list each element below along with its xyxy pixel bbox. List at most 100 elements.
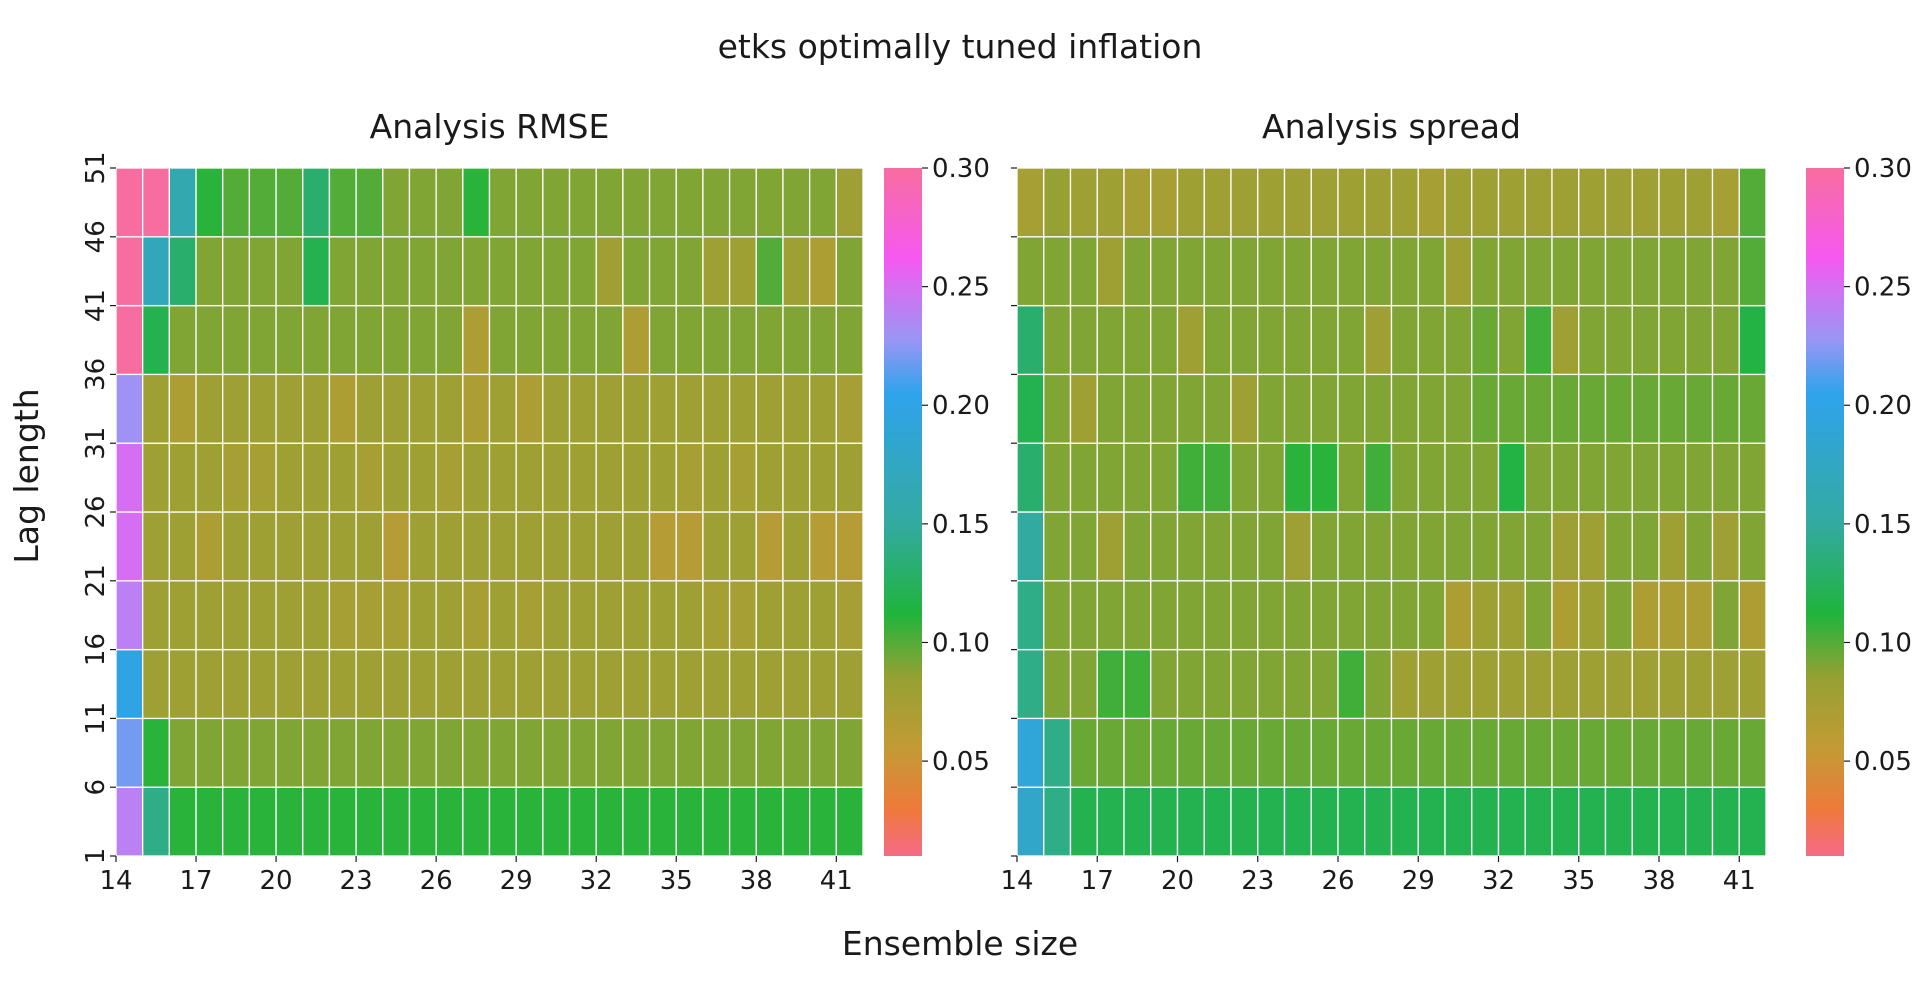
heatmap-cell: [248, 373, 277, 444]
heatmap-cell: [595, 580, 624, 651]
heatmap-cell: [1578, 373, 1607, 444]
heatmap-cell: [195, 167, 224, 238]
heatmap-cell: [1604, 511, 1633, 582]
heatmap-cell: [728, 717, 757, 788]
heatmap-cell: [835, 786, 864, 857]
heatmap-cell: [248, 786, 277, 857]
heatmap-cell: [1444, 167, 1473, 238]
heatmap-cell: [1390, 304, 1419, 376]
heatmap-cell: [1123, 786, 1152, 857]
heatmap-cell: [782, 236, 811, 307]
heatmap-cell: [728, 580, 757, 651]
heatmap-cell: [488, 304, 517, 376]
heatmap-cell: [1364, 786, 1393, 857]
heatmap-cell: [1524, 373, 1553, 444]
heatmap-cell: [1337, 236, 1366, 307]
y-tick-label: 31: [81, 427, 111, 460]
colorbar-tick-label: 0.25: [1854, 273, 1912, 303]
heatmap-cell: [168, 717, 197, 788]
heatmap-cell: [1230, 442, 1259, 513]
heatmap-cell: [1203, 511, 1232, 582]
heatmap-cell: [1283, 648, 1312, 720]
heatmap-cell: [1390, 648, 1419, 720]
heatmap-cell: [1203, 304, 1232, 376]
heatmap-cell: [595, 786, 624, 857]
heatmap-cell: [355, 648, 384, 720]
heatmap-cell: [488, 717, 517, 788]
heatmap-cell: [462, 442, 491, 513]
heatmap-cell: [1069, 442, 1098, 513]
heatmap-cell: [488, 786, 517, 857]
heatmap-cell: [302, 648, 331, 720]
heatmap-cell: [1738, 373, 1767, 444]
heatmap-cell: [1711, 373, 1740, 444]
heatmap-cell: [1069, 373, 1098, 444]
heatmap-cell: [755, 511, 784, 582]
heatmap-cell: [702, 580, 731, 651]
heatmap-cell: [1738, 442, 1767, 513]
heatmap-cell: [835, 511, 864, 582]
heatmap-cell: [1123, 304, 1152, 376]
heatmap-cell: [195, 786, 224, 857]
heatmap-cell: [1043, 236, 1072, 307]
heatmap-cell: [595, 373, 624, 444]
heatmap-cell: [1096, 580, 1125, 651]
heatmap-cell: [1497, 511, 1526, 582]
heatmap-cell: [1043, 717, 1072, 788]
y-tick-label: 11: [81, 702, 111, 735]
heatmap-cell: [248, 236, 277, 307]
heatmap-cell: [1711, 717, 1740, 788]
heatmap-cell: [515, 511, 544, 582]
heatmap-cell: [1631, 236, 1660, 307]
heatmap-cell: [1176, 373, 1205, 444]
heatmap-cell: [355, 717, 384, 788]
heatmap-cell: [675, 786, 704, 857]
heatmap-cell: [1283, 511, 1312, 582]
heatmap-cell: [1390, 717, 1419, 788]
heatmap-cell: [622, 580, 651, 651]
heatmap-cell: [835, 167, 864, 238]
heatmap-cell: [355, 580, 384, 651]
heatmap-cell: [142, 304, 171, 376]
colorbar: 0.05 0.10 0.15 0.20 0.25 0.30: [1806, 154, 1912, 856]
x-tick-label: 23: [1241, 866, 1274, 896]
heatmap-cell: [1016, 442, 1045, 513]
heatmap-cell: [435, 304, 464, 376]
heatmap-cell: [1283, 236, 1312, 307]
heatmap-cell: [1150, 580, 1179, 651]
heatmap-cell: [1417, 511, 1446, 582]
heatmap-cell: [488, 648, 517, 720]
heatmap-cell: [355, 786, 384, 857]
heatmap-cell: [248, 648, 277, 720]
heatmap-cell: [408, 304, 437, 376]
heatmap-cell: [1471, 786, 1500, 857]
heatmap-cell: [1738, 786, 1767, 857]
heatmap-cell: [1310, 304, 1339, 376]
heatmap-cell: [728, 786, 757, 857]
heatmap-cell: [275, 236, 304, 307]
colorbar-tick-label: 0.25: [932, 273, 990, 303]
heatmap-cell: [1417, 167, 1446, 238]
heatmap-cell: [462, 580, 491, 651]
heatmap-cell: [1551, 373, 1580, 444]
heatmap-cell: [728, 511, 757, 582]
x-tick-label: 26: [1321, 866, 1354, 896]
heatmap-cell: [1310, 717, 1339, 788]
heatmap-cell: [1069, 717, 1098, 788]
heatmap-cell: [1230, 167, 1259, 238]
colorbar-tick-label: 0.05: [1854, 747, 1912, 777]
heatmap-cell: [1257, 304, 1286, 376]
x-tick-label: 32: [1482, 866, 1515, 896]
heatmap-cell: [275, 167, 304, 238]
x-tick-label: 20: [1161, 866, 1194, 896]
heatmap-cell: [1578, 786, 1607, 857]
x-tick-label: 23: [340, 866, 373, 896]
y-axis-label: Lag length: [7, 388, 46, 563]
heatmap-cell: [1016, 373, 1045, 444]
heatmap-cell: [1230, 580, 1259, 651]
heatmap-cell: [622, 786, 651, 857]
heatmap-cell: [355, 442, 384, 513]
heatmap-cell: [622, 167, 651, 238]
heatmap-cell: [1176, 511, 1205, 582]
